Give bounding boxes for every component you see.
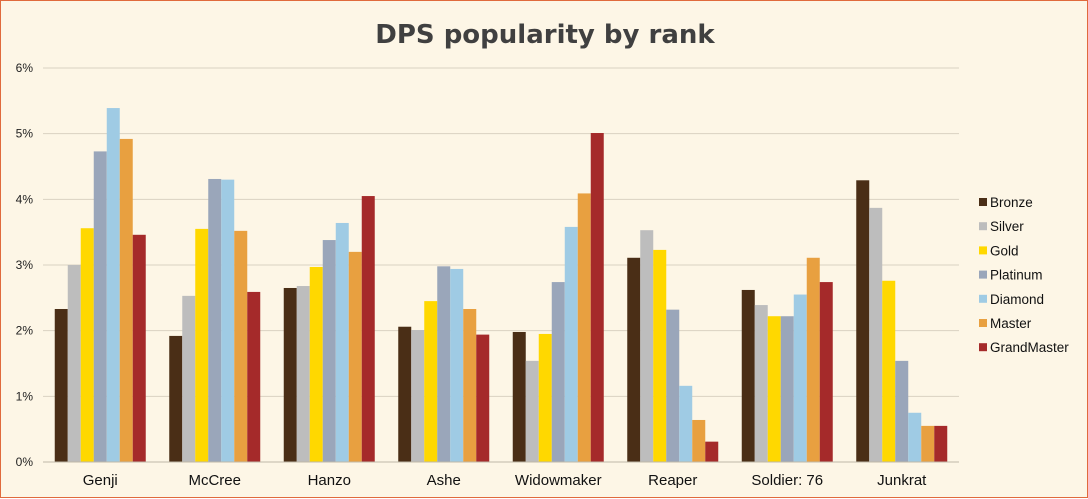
bar-widowmaker-diamond bbox=[564, 226, 578, 462]
x-axis: Genji McCree Hanzo Ashe Widowmaker Reaper Sold… bbox=[43, 461, 959, 489]
bar-mccree-bronze bbox=[169, 335, 183, 462]
chart-title: DPS popularity by rank bbox=[375, 20, 715, 50]
bar-ashe-gold bbox=[424, 301, 438, 462]
bar-hanzo-master bbox=[348, 251, 362, 462]
y-tick-label: 0% bbox=[16, 455, 34, 469]
bar-ashe-diamond bbox=[450, 268, 464, 462]
bar-reaper-master bbox=[692, 419, 706, 462]
legend-label-bronze: Bronze bbox=[990, 195, 1033, 210]
bar-junkrat-diamond bbox=[908, 412, 922, 462]
y-tick-label: 5% bbox=[16, 127, 34, 141]
x-category-label: Junkrat bbox=[877, 472, 927, 489]
legend-swatch-gold bbox=[979, 246, 987, 255]
bar-widowmaker-silver bbox=[525, 360, 539, 462]
bar-reaper-bronze bbox=[627, 257, 641, 462]
bar-junkrat-master bbox=[921, 425, 935, 462]
bar-ashe-master bbox=[463, 308, 477, 462]
bar-soldier-76-grandmaster bbox=[819, 282, 833, 462]
bar-reaper-platinum bbox=[666, 309, 680, 462]
bar-widowmaker-master bbox=[577, 193, 591, 462]
y-tick-label: 2% bbox=[16, 324, 34, 338]
bar-junkrat-silver bbox=[869, 207, 883, 462]
bar-junkrat-bronze bbox=[856, 180, 870, 463]
x-category-label: Soldier: 76 bbox=[751, 472, 823, 489]
bar-soldier-76-diamond bbox=[793, 294, 807, 462]
bar-hanzo-silver bbox=[296, 286, 310, 462]
bar-junkrat-gold bbox=[882, 280, 896, 462]
bar-genji-master bbox=[119, 138, 133, 463]
bar-junkrat-platinum bbox=[895, 360, 909, 462]
bar-reaper-silver bbox=[640, 230, 654, 462]
bar-soldier-76-silver bbox=[754, 305, 768, 462]
bar-ashe-silver bbox=[411, 330, 425, 462]
legend-swatch-master bbox=[979, 319, 987, 327]
legend-label-diamond: Diamond bbox=[990, 292, 1044, 307]
y-tick-label: 1% bbox=[16, 389, 34, 403]
bar-hanzo-platinum bbox=[322, 240, 336, 462]
legend-swatch-diamond bbox=[979, 294, 987, 303]
legend-label-master: Master bbox=[990, 316, 1032, 331]
bar-hanzo-gold bbox=[309, 266, 323, 462]
bar-ashe-platinum bbox=[437, 266, 451, 462]
bar-hanzo-diamond bbox=[335, 222, 349, 462]
x-category-label: Widowmaker bbox=[515, 472, 602, 489]
bars bbox=[54, 108, 948, 463]
bar-mccree-gold bbox=[195, 228, 209, 462]
bar-hanzo-grandmaster bbox=[361, 196, 375, 463]
bar-soldier-76-platinum bbox=[780, 316, 794, 462]
y-tick-label: 3% bbox=[16, 258, 34, 272]
bar-genji-silver bbox=[67, 265, 81, 462]
bar-ashe-grandmaster bbox=[476, 334, 490, 462]
bar-soldier-76-master bbox=[806, 257, 820, 462]
bar-widowmaker-platinum bbox=[551, 282, 565, 462]
legend-swatch-bronze bbox=[979, 198, 987, 206]
bar-hanzo-bronze bbox=[283, 287, 297, 462]
x-category-label: McCree bbox=[188, 472, 241, 489]
y-axis-ticks: 0% 1% 2% 3% 4% 5% 6% bbox=[16, 61, 34, 469]
y-tick-label: 6% bbox=[16, 61, 34, 75]
bar-soldier-76-gold bbox=[767, 316, 781, 462]
bar-genji-platinum bbox=[93, 151, 107, 462]
bar-mccree-grandmaster bbox=[247, 291, 261, 462]
bar-genji-bronze bbox=[54, 308, 68, 462]
legend-swatch-silver bbox=[979, 222, 987, 231]
bar-genji-grandmaster bbox=[132, 234, 146, 462]
bar-soldier-76-bronze bbox=[741, 289, 755, 462]
x-category-label: Hanzo bbox=[308, 472, 351, 489]
bar-widowmaker-gold bbox=[538, 333, 552, 462]
bar-reaper-gold bbox=[653, 249, 667, 462]
bar-genji-diamond bbox=[106, 108, 120, 462]
x-category-label: Genji bbox=[83, 472, 118, 489]
bar-reaper-diamond bbox=[679, 385, 693, 462]
bar-mccree-master bbox=[234, 230, 248, 462]
legend-label-silver: Silver bbox=[990, 219, 1024, 234]
legend-label-gold: Gold bbox=[990, 243, 1019, 258]
bar-junkrat-grandmaster bbox=[934, 425, 948, 462]
x-category-label: Ashe bbox=[427, 472, 461, 489]
x-category-label: Reaper bbox=[648, 472, 697, 489]
bar-ashe-bronze bbox=[398, 326, 412, 462]
bar-mccree-diamond bbox=[221, 179, 235, 462]
y-tick-label: 4% bbox=[16, 192, 34, 206]
bar-reaper-grandmaster bbox=[705, 441, 719, 462]
legend: Bronze Silver Gold Platinum Diamond Master Gra… bbox=[979, 195, 1069, 355]
legend-label-grandmaster: GrandMaster bbox=[990, 340, 1069, 355]
bar-genji-gold bbox=[80, 228, 94, 462]
legend-swatch-grandmaster bbox=[979, 343, 987, 352]
legend-swatch-platinum bbox=[979, 270, 987, 279]
bar-mccree-silver bbox=[182, 295, 196, 462]
bar-widowmaker-bronze bbox=[512, 331, 526, 462]
bar-mccree-platinum bbox=[208, 178, 222, 462]
bar-widowmaker-grandmaster bbox=[590, 133, 604, 462]
legend-label-platinum: Platinum bbox=[990, 268, 1043, 283]
